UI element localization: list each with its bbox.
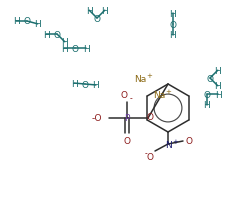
Text: O: O — [147, 152, 154, 161]
Text: O: O — [123, 136, 130, 145]
Text: -: - — [145, 149, 148, 158]
Text: +: + — [146, 73, 152, 79]
Text: O: O — [185, 136, 193, 145]
Text: -O: -O — [92, 114, 102, 123]
Text: H: H — [101, 7, 108, 16]
Text: H: H — [62, 38, 68, 47]
Text: H: H — [34, 20, 41, 29]
Text: O: O — [81, 80, 89, 89]
Text: H: H — [215, 66, 221, 75]
Text: Na: Na — [134, 74, 146, 83]
Text: H: H — [170, 31, 176, 40]
Text: H: H — [170, 9, 176, 18]
Text: O: O — [147, 113, 154, 122]
Text: P: P — [124, 114, 130, 123]
Text: H: H — [61, 44, 67, 53]
Text: O: O — [169, 20, 176, 29]
Text: O: O — [93, 14, 101, 23]
Text: H: H — [13, 18, 19, 26]
Text: O: O — [203, 90, 211, 99]
Text: +: + — [165, 89, 171, 95]
Text: +: + — [172, 138, 178, 144]
Text: N: N — [165, 140, 171, 149]
Text: O: O — [72, 44, 78, 53]
Text: H: H — [204, 101, 210, 110]
Text: H: H — [83, 44, 89, 53]
Text: H: H — [92, 81, 99, 90]
Text: H: H — [215, 82, 221, 91]
Text: H: H — [43, 30, 49, 39]
Text: H: H — [86, 7, 92, 16]
Text: Na: Na — [153, 90, 165, 99]
Text: H: H — [215, 90, 221, 99]
Text: H: H — [71, 79, 77, 88]
Text: O: O — [121, 91, 127, 100]
Text: -: - — [130, 94, 133, 103]
Text: O: O — [24, 18, 31, 26]
Text: O: O — [53, 30, 61, 39]
Text: O: O — [206, 74, 214, 83]
